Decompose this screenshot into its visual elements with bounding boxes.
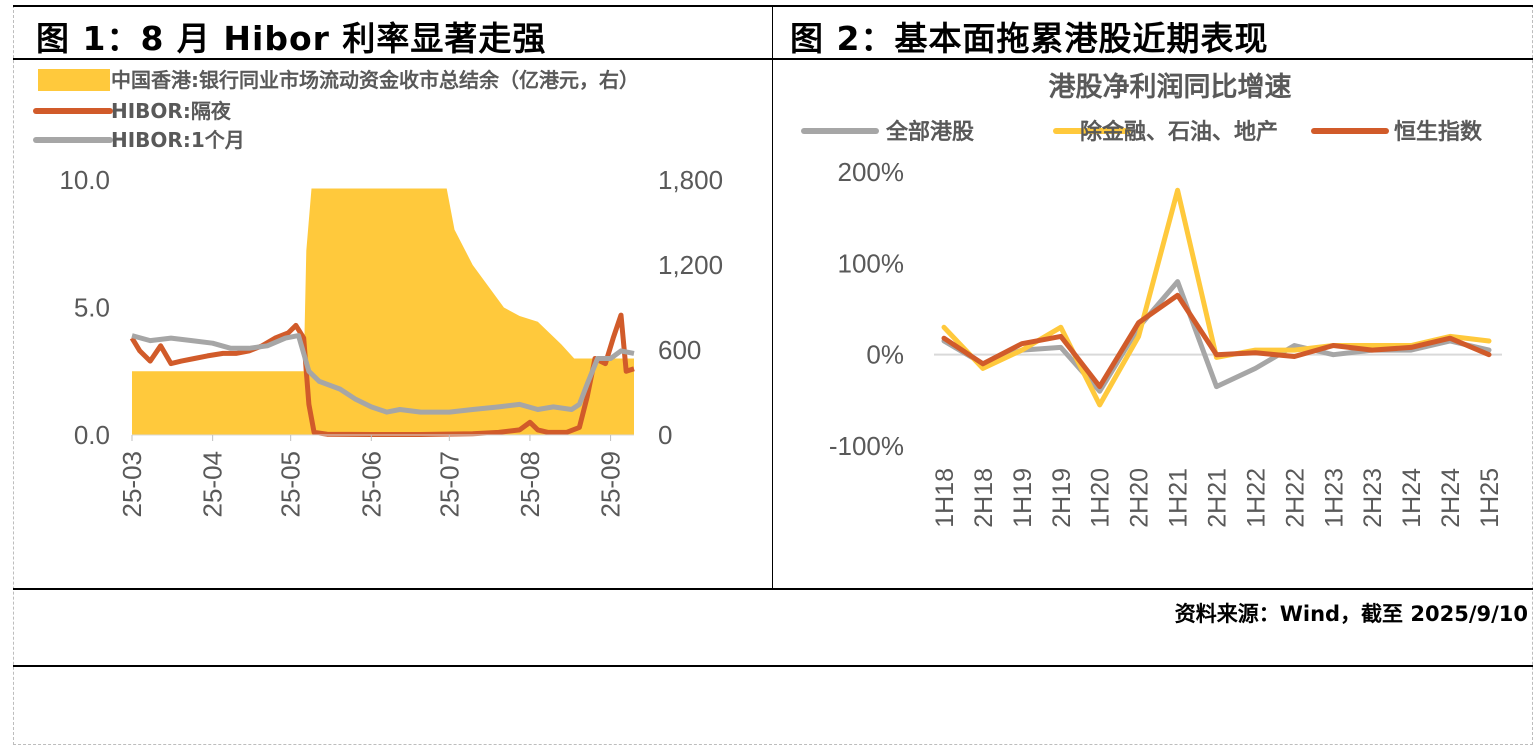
series-hsi-line	[941, 292, 1492, 390]
y-tick-label: 200%	[838, 157, 905, 187]
y-tick-label: 100%	[838, 248, 905, 278]
bottom-rule	[13, 665, 1533, 667]
x-tick-label: 1H19	[1009, 468, 1037, 528]
figure2-title: 图 2：基本面拖累港股近期表现	[790, 19, 1269, 58]
right-y-tick-label: 1,200	[658, 250, 723, 280]
x-tick-label: 25-09	[596, 451, 626, 518]
x-tick-label: 25-05	[276, 451, 306, 518]
series-liquidity-area	[132, 188, 634, 435]
top-rule	[13, 5, 1533, 7]
hibor-chart: 25-03 25-04 25-05 25-06 25-07 25-08 25-09 0.0 5.…	[33, 68, 723, 518]
legend-label: 中国香港:银行同业市场流动资金收市总结余（亿港元，右）	[111, 68, 639, 92]
x-tick-label: 25-06	[356, 451, 386, 518]
x-tick-label: 1H23	[1320, 468, 1348, 528]
x-tick-label: 2H22	[1281, 468, 1309, 528]
x-tick-label: 2H20	[1126, 468, 1154, 528]
panel-divider	[772, 5, 773, 589]
x-tick-label: 25-03	[117, 451, 147, 518]
legend-swatch-liquidity	[38, 69, 110, 91]
earnings-growth-chart: 港股净利润同比增速 全部港股 除金融、石油、地产 恒生指数 -100% 0% 100% 2…	[801, 71, 1504, 528]
x-tick-label: 2H21	[1204, 468, 1232, 528]
x-tick-label: 2H19	[1048, 468, 1076, 528]
x-tick-label: 25-08	[515, 451, 545, 518]
chart2-title: 港股净利润同比增速	[1049, 71, 1292, 103]
series-all-hk-line	[941, 279, 1492, 394]
series-hibor-1m-line	[131, 333, 635, 415]
x-tick-label: 25-07	[434, 451, 464, 518]
x-tick-label: 1H24	[1398, 468, 1426, 528]
source-rule	[13, 588, 1533, 590]
y-tick-label: 0%	[866, 340, 904, 370]
source-note: 资料来源：Wind，截至 2025/9/10	[1174, 602, 1528, 626]
legend-label: 恒生指数	[1394, 119, 1483, 145]
x-tick-label: 1H20	[1087, 468, 1115, 528]
x-tick-label: 2H18	[970, 468, 998, 528]
left-y-tick-label: 0.0	[74, 420, 110, 450]
y-tick-label: -100%	[829, 431, 904, 461]
left-y-tick-label: 5.0	[74, 293, 110, 323]
figure1-title: 图 1：8 月 Hibor 利率显著走强	[36, 19, 547, 58]
x-tick-label: 1H18	[931, 468, 959, 528]
series-hibor-overnight-line	[129, 312, 635, 437]
series-ex-fin-oil-prop-line	[941, 187, 1492, 408]
x-tick-label: 1H21	[1165, 468, 1193, 528]
legend-label: 除金融、石油、地产	[1080, 119, 1278, 145]
legend-label: HIBOR:1个月	[111, 128, 245, 152]
left-y-tick-label: 10.0	[59, 165, 110, 195]
legend-label: HIBOR:隔夜	[111, 99, 232, 123]
right-y-tick-label: 600	[658, 335, 701, 365]
legend-label: 全部港股	[885, 119, 974, 145]
title-rule	[13, 58, 1533, 60]
x-tick-label: 1H22	[1242, 468, 1270, 528]
right-y-tick-label: 0	[658, 420, 672, 450]
x-tick-label: 2H23	[1359, 468, 1387, 528]
x-tick-label: 2H24	[1437, 468, 1465, 528]
right-y-tick-label: 1,800	[658, 165, 723, 195]
x-tick-label: 1H25	[1476, 468, 1504, 528]
x-tick-label: 25-04	[198, 451, 228, 518]
